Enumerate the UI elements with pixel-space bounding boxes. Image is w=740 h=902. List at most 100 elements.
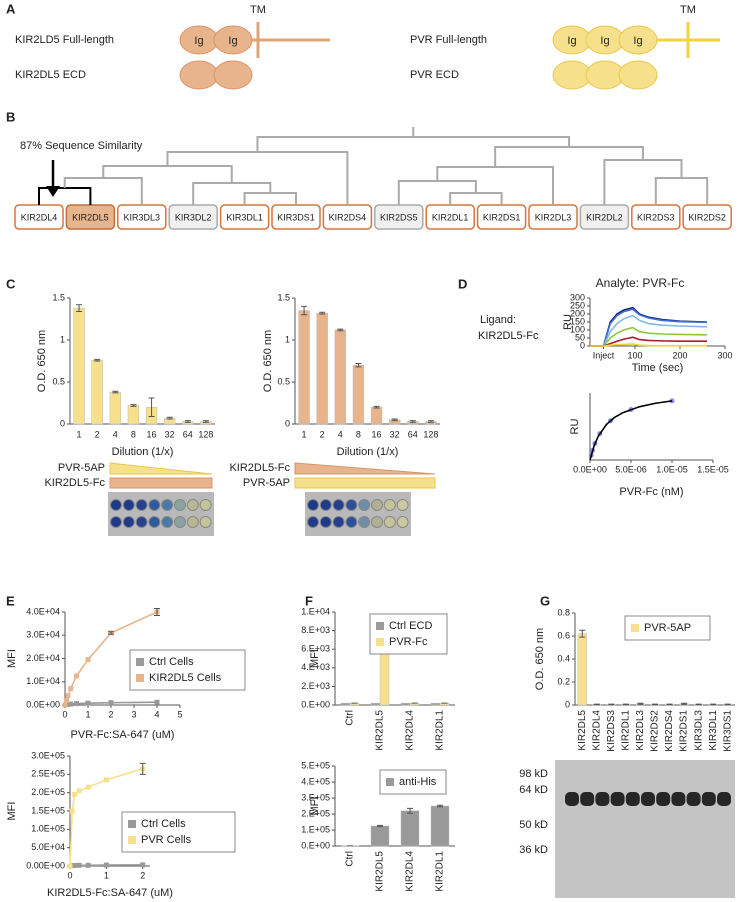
error-bar (681, 702, 688, 705)
blot-band (610, 792, 625, 806)
legend-box (121, 811, 236, 853)
x-tick-label: Inject (593, 350, 615, 360)
y-tick-label: 0.8 (557, 607, 570, 617)
blot-band (717, 792, 731, 806)
leaf-label: KIR3DS1 (277, 212, 315, 222)
y-tick-label: 0 (565, 699, 570, 709)
error-bar (373, 405, 380, 409)
kir-domains (179, 22, 330, 90)
bar (316, 312, 328, 425)
legend-swatch (128, 836, 136, 844)
x-tick-label: 300 (717, 350, 732, 360)
series-line (590, 314, 708, 347)
x-tick-label: 200 (672, 350, 687, 360)
x-tick-label: 1 (302, 429, 307, 439)
well (396, 499, 409, 511)
y-tick-label: 2.0E+04 (26, 653, 60, 663)
error-bar (166, 416, 173, 420)
y-axis-label: O.D. 650 nm (262, 330, 274, 392)
x-tick-label: 2 (108, 709, 113, 719)
y-tick-label: 0.5 (277, 376, 290, 386)
bar (91, 359, 103, 425)
legend-swatch (631, 624, 639, 632)
blot-band (686, 792, 701, 806)
tm-label: TM (250, 4, 266, 16)
bar (430, 702, 441, 706)
y-tick-label: 0.E+00 (301, 840, 330, 850)
western-blot (555, 760, 735, 898)
error-bar (407, 807, 413, 814)
point (62, 702, 68, 708)
error-bar (112, 390, 119, 394)
x-tick-label: 16 (147, 429, 157, 439)
tree-branch (449, 192, 503, 205)
x-tick-label: KIR2DS4 (664, 710, 675, 752)
well (199, 516, 212, 528)
y-axis-label: MFI (309, 797, 321, 816)
gradient (109, 462, 213, 475)
y-tick-label: 200 (570, 308, 585, 318)
point (65, 701, 71, 707)
tree-branch (166, 151, 349, 205)
chart-title: Analyte: PVR-Fc (596, 276, 685, 290)
pvr-domains (552, 22, 720, 90)
y-tick-label: 0 (580, 340, 585, 350)
panel-label: C (6, 276, 16, 291)
x-tick-label: 2 (95, 429, 100, 439)
x-tick-label: 2 (140, 870, 145, 880)
domain-label: Ig (228, 35, 237, 47)
x-tick-label: 0 (67, 870, 72, 880)
gradient (294, 462, 436, 475)
error-bar (76, 304, 83, 312)
well (174, 516, 186, 528)
leaf-label: KIR2DL2 (586, 212, 623, 222)
leaf-label: KIR2DS2 (688, 212, 726, 222)
x-tick-label: KIR2DL3 (635, 710, 646, 751)
well (345, 499, 358, 511)
y-tick-label: 1 (285, 334, 290, 344)
point (76, 788, 82, 794)
domain-label: Ig (194, 35, 203, 47)
x-axis-label: Dilution (1/x) (337, 446, 399, 458)
well (358, 499, 371, 511)
point (74, 673, 79, 679)
well (122, 516, 135, 528)
y-tick-label: 1.E+05 (301, 824, 330, 834)
leaf-label: KIR2DL1 (432, 212, 469, 222)
tree-branch (38, 187, 92, 205)
y-axis-label: O.D. 650 nm (534, 628, 546, 690)
error-bar (579, 629, 586, 638)
legend-swatch (376, 638, 384, 646)
y-tick-label: 1 (60, 334, 65, 344)
x-tick-label: KIR3DL1 (708, 710, 719, 751)
y-tick-label: 1.5E+05 (31, 805, 65, 815)
point (108, 700, 114, 706)
tree-branch (494, 146, 644, 167)
y-tick-label: 0.00E+00 (26, 860, 65, 870)
error-bar (130, 404, 137, 407)
error-bar (108, 631, 114, 635)
error-bar (666, 703, 673, 706)
error-bar (319, 311, 326, 315)
legend-label: PVR Cells (141, 834, 192, 846)
gradient-label: PVR-5AP (243, 477, 290, 489)
panel-label: F (305, 593, 313, 608)
bar (430, 805, 450, 847)
series-line (590, 326, 708, 347)
tree-branch (256, 136, 571, 152)
y-tick-label: 0.2 (557, 676, 570, 686)
series-line (590, 336, 707, 347)
x-tick-label: KIR2DL1 (621, 710, 632, 751)
domain-label: Ig (633, 35, 642, 47)
y-axis-label: MFI (309, 649, 321, 668)
y-tick-label: 3.E+05 (301, 792, 330, 802)
x-tick-label: Ctrl (345, 851, 356, 867)
y-tick-label: 3.0E+05 (31, 750, 65, 760)
y-tick-label: 4.E+05 (301, 776, 330, 786)
x-tick-label: 32 (390, 429, 400, 439)
y-tick-label: 1.5 (52, 292, 65, 302)
well (383, 516, 396, 528)
domain-label: Ig (567, 35, 576, 47)
x-tick-label: 4 (338, 429, 343, 439)
leaf-label: KIR2DS1 (483, 212, 521, 222)
